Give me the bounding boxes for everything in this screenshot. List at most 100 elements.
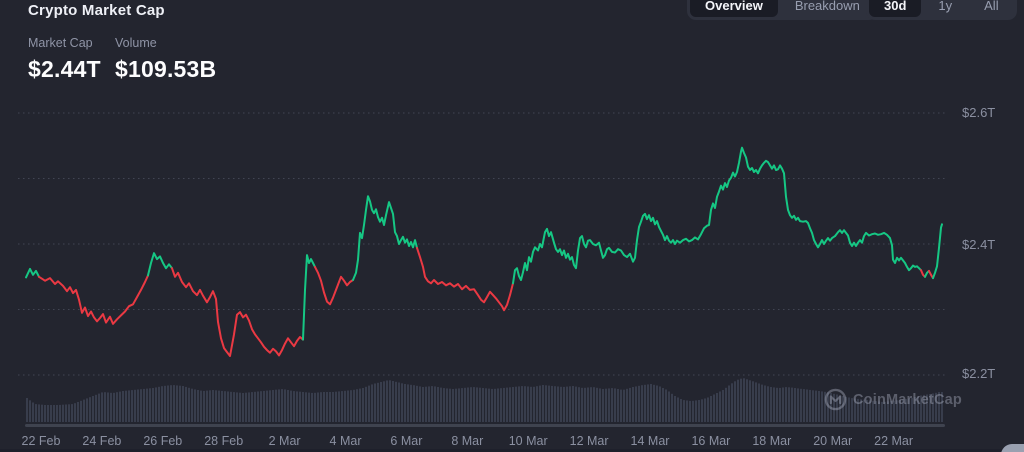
volume-bar bbox=[221, 390, 223, 422]
volume-bar bbox=[395, 381, 397, 423]
volume-bar bbox=[311, 392, 313, 422]
volume-bar bbox=[839, 395, 841, 423]
volume-bar bbox=[377, 382, 379, 423]
floating-button-partial[interactable] bbox=[1001, 444, 1024, 452]
volume-bar bbox=[338, 391, 340, 422]
volume-bar bbox=[380, 382, 382, 422]
volume-bar bbox=[422, 387, 424, 422]
volume-bar bbox=[275, 389, 277, 422]
volume-bar bbox=[866, 400, 868, 422]
range-all[interactable]: All bbox=[969, 0, 1013, 17]
range-1y[interactable]: 1y bbox=[923, 0, 967, 17]
x-axis-label: 16 Mar bbox=[691, 434, 731, 448]
market-cap-label: Market Cap bbox=[28, 36, 93, 50]
volume-bar bbox=[107, 392, 109, 422]
range-30d[interactable]: 30d bbox=[869, 0, 922, 17]
volume-bar bbox=[83, 399, 85, 422]
volume-bar bbox=[902, 399, 904, 422]
volume-bar bbox=[86, 398, 88, 422]
volume-bar bbox=[116, 392, 118, 422]
volume-bar bbox=[62, 404, 64, 422]
volume-bar bbox=[689, 400, 691, 422]
volume-bar bbox=[545, 385, 547, 422]
volume-bar bbox=[554, 386, 556, 422]
volume-bar bbox=[212, 390, 214, 422]
volume-bar bbox=[563, 386, 565, 422]
volume-bar bbox=[473, 387, 475, 422]
volume-bar bbox=[821, 391, 823, 422]
volume-bar bbox=[368, 385, 370, 422]
volume-bar bbox=[836, 394, 838, 422]
volume-bar bbox=[215, 390, 217, 422]
volume-bar bbox=[626, 388, 628, 422]
volume-bar bbox=[740, 378, 742, 422]
volume-bar bbox=[773, 387, 775, 422]
volume-bar bbox=[830, 393, 832, 422]
volume-bar bbox=[824, 391, 826, 423]
volume-bar bbox=[242, 393, 244, 422]
volume-bar bbox=[218, 390, 220, 422]
volume-bar bbox=[434, 386, 436, 422]
volume-bar bbox=[125, 390, 127, 422]
volume-bar bbox=[197, 390, 199, 422]
volume-bar bbox=[443, 388, 445, 422]
volume-bar bbox=[749, 380, 751, 422]
volume-bar bbox=[512, 387, 514, 422]
volume-bar bbox=[326, 392, 328, 422]
volume-bar bbox=[407, 384, 409, 422]
volume-bar bbox=[533, 386, 535, 422]
x-axis-label: 6 Mar bbox=[390, 434, 423, 448]
volume-bar bbox=[254, 391, 256, 422]
volume-bar bbox=[236, 392, 238, 422]
line-segment-down bbox=[171, 267, 304, 357]
volume-bar bbox=[752, 381, 754, 422]
volume-bar bbox=[914, 397, 916, 422]
volume-bar bbox=[290, 390, 292, 422]
volume-bar bbox=[71, 404, 73, 422]
volume-bar bbox=[755, 382, 757, 422]
chart-scrollbar[interactable] bbox=[25, 424, 945, 427]
x-axis-label: 22 Mar bbox=[874, 434, 914, 448]
market-cap-value: $2.44T bbox=[28, 56, 101, 82]
volume-bar bbox=[263, 390, 265, 422]
volume-bar bbox=[470, 387, 472, 422]
volume-bar bbox=[77, 402, 79, 422]
volume-bar bbox=[614, 388, 616, 422]
volume-bar bbox=[881, 401, 883, 422]
volume-bar bbox=[557, 386, 559, 422]
volume-bar bbox=[536, 386, 538, 422]
volume-bar bbox=[383, 381, 385, 423]
volume-bar bbox=[266, 390, 268, 422]
volume-bar bbox=[359, 388, 361, 422]
volume-bar bbox=[44, 405, 46, 422]
volume-bar bbox=[140, 389, 142, 422]
volume-bar bbox=[656, 385, 658, 422]
volume-bar bbox=[638, 385, 640, 422]
volume-bar bbox=[428, 386, 430, 422]
volume-bar bbox=[122, 391, 124, 422]
volume-bar bbox=[401, 383, 403, 423]
range-tabs: 30d 1y All bbox=[866, 0, 1017, 20]
volume-bar bbox=[344, 390, 346, 422]
volume-bar bbox=[635, 386, 637, 422]
volume-bar bbox=[854, 398, 856, 422]
volume-bar bbox=[287, 390, 289, 422]
volume-bar bbox=[455, 388, 457, 422]
volume-bar bbox=[68, 404, 70, 422]
volume-bar bbox=[791, 387, 793, 422]
volume-bar bbox=[425, 386, 427, 422]
tab-overview[interactable]: Overview bbox=[690, 0, 778, 17]
volume-bar bbox=[926, 394, 928, 422]
volume-bar bbox=[662, 388, 664, 422]
volume-bar bbox=[164, 385, 166, 422]
volume-bar bbox=[842, 396, 844, 422]
volume-bar bbox=[827, 392, 829, 423]
tab-breakdown[interactable]: Breakdown bbox=[780, 0, 875, 17]
volume-bar bbox=[50, 405, 52, 422]
volume-bar bbox=[356, 389, 358, 422]
volume-bar bbox=[269, 390, 271, 422]
volume-bar bbox=[500, 388, 502, 422]
volume-bar bbox=[209, 390, 211, 422]
volume-bar bbox=[668, 391, 670, 422]
volume-bar bbox=[251, 392, 253, 422]
